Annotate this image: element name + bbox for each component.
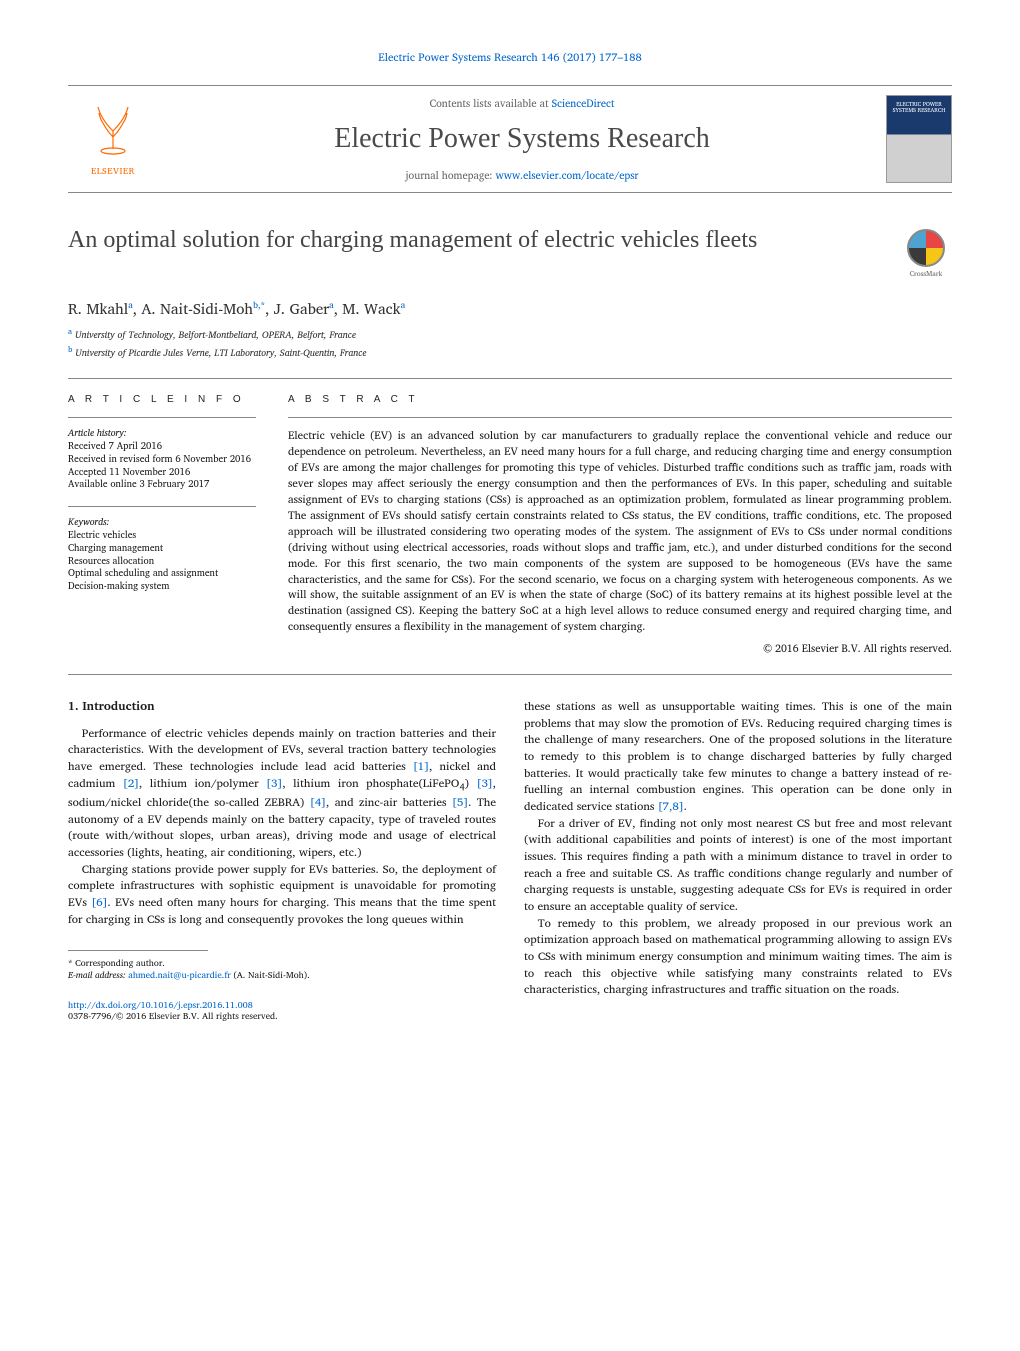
doi-block: http://dx.doi.org/10.1016/j.epsr.2016.11…	[68, 999, 496, 1022]
crossmark-widget[interactable]: CrossMark	[900, 229, 952, 280]
footnote-divider	[68, 950, 208, 951]
abstract-text: Electric vehicle (EV) is an advanced sol…	[288, 428, 952, 635]
article-title: An optimal solution for charging managem…	[68, 225, 880, 255]
page: Electric Power Systems Research 146 (201…	[0, 0, 1020, 1042]
email-person: (A. Nait-Sidi-Moh).	[233, 967, 309, 982]
body-paragraph: To remedy to this problem, we already pr…	[524, 916, 952, 999]
journal-cover-thumb: ELECTRIC POWER SYSTEMS RESEARCH	[886, 95, 952, 183]
homepage-line: journal homepage: www.elsevier.com/locat…	[170, 168, 874, 183]
article-info-col: A R T I C L E I N F O Article history: R…	[68, 393, 256, 656]
authors: R. Mkahla, A. Nait-Sidi-Mohb,*, J. Gaber…	[68, 298, 952, 319]
homepage-prefix: journal homepage:	[405, 166, 495, 184]
sciencedirect-link[interactable]: ScienceDirect	[552, 94, 615, 112]
contents-prefix: Contents lists available at	[430, 94, 552, 112]
email-label: E-mail address:	[68, 967, 126, 982]
history-line: Available online 3 February 2017	[68, 479, 256, 492]
body-paragraph: these stations as well as unsupportable …	[524, 699, 952, 816]
journal-bar: ELSEVIER Contents lists available at Sci…	[68, 85, 952, 193]
keyword: Decision-making system	[68, 581, 256, 594]
email-link[interactable]: ahmed.nait@u-picardie.fr	[128, 967, 231, 982]
body-columns: 1. Introduction Performance of electric …	[68, 699, 952, 1022]
body-paragraph: Performance of electric vehicles depends…	[68, 726, 496, 862]
journal-center: Contents lists available at ScienceDirec…	[158, 96, 886, 183]
abstract-col: A B S T R A C T Electric vehicle (EV) is…	[288, 393, 952, 656]
header-citation: Electric Power Systems Research 146 (201…	[68, 50, 952, 65]
divider	[68, 674, 952, 675]
copyright: © 2016 Elsevier B.V. All rights reserved…	[288, 641, 952, 656]
crossmark-icon	[907, 229, 945, 267]
section-heading: 1. Introduction	[68, 699, 496, 716]
info-abstract-row: A R T I C L E I N F O Article history: R…	[68, 393, 952, 656]
body-paragraph: For a driver of EV, finding not only mos…	[524, 816, 952, 916]
affiliation: a University of Technology, Belfort-Mont…	[68, 327, 952, 342]
keywords-block: Keywords: Electric vehiclesCharging mana…	[68, 517, 256, 594]
body-right-col: these stations as well as unsupportable …	[524, 699, 952, 1022]
affiliations: a University of Technology, Belfort-Mont…	[68, 327, 952, 360]
divider	[288, 417, 952, 418]
corresponding-footnote: * Corresponding author. E-mail address: …	[68, 957, 496, 980]
journal-name: Electric Power Systems Research	[170, 119, 874, 158]
affiliation: b University of Picardie Jules Verne, LT…	[68, 345, 952, 360]
history-block: Article history: Received 7 April 2016Re…	[68, 428, 256, 492]
homepage-link[interactable]: www.elsevier.com/locate/epsr	[496, 166, 639, 184]
contents-line: Contents lists available at ScienceDirec…	[170, 96, 874, 111]
article-info-heading: A R T I C L E I N F O	[68, 393, 256, 407]
elsevier-tree-icon	[85, 101, 141, 163]
divider	[68, 378, 952, 379]
issn-copyright: 0378-7796/© 2016 Elsevier B.V. All right…	[68, 1008, 278, 1023]
cover-thumb-label: ELECTRIC POWER SYSTEMS RESEARCH	[891, 102, 947, 114]
title-row: An optimal solution for charging managem…	[68, 225, 952, 280]
crossmark-label: CrossMark	[900, 270, 952, 280]
body-paragraph: Charging stations provide power supply f…	[68, 862, 496, 929]
body-left-col: 1. Introduction Performance of electric …	[68, 699, 496, 1022]
publisher-logo: ELSEVIER	[68, 94, 158, 184]
publisher-name: ELSEVIER	[91, 165, 135, 178]
divider	[68, 506, 256, 507]
divider	[68, 417, 256, 418]
abstract-heading: A B S T R A C T	[288, 393, 952, 407]
